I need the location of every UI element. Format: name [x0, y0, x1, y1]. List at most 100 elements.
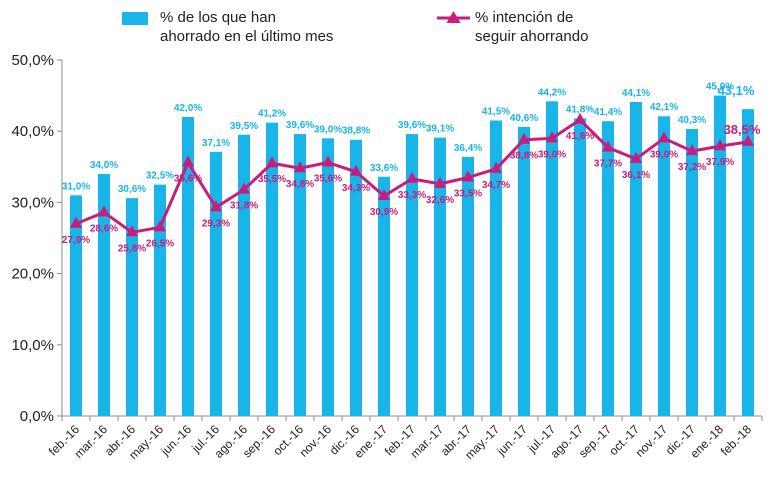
line-point: [266, 156, 278, 168]
bar-data-label: 39,1%: [426, 124, 454, 135]
line-point: [238, 182, 250, 194]
y-tick-label: 50,0%: [11, 52, 54, 69]
bar: [378, 176, 390, 416]
bars: [70, 95, 754, 417]
line-data-label: 37,7%: [594, 159, 622, 170]
y-tick-label: 20,0%: [11, 266, 54, 283]
line-point: [210, 200, 222, 212]
line-data-label: 34,3%: [342, 183, 370, 194]
bar-data-label: 32,5%: [146, 171, 174, 182]
line-data-label: 31,8%: [230, 201, 258, 212]
line-layer: [70, 112, 754, 237]
line-data-label: 27,0%: [62, 235, 90, 246]
bar: [686, 129, 698, 416]
bar: [266, 122, 278, 416]
bar: [546, 101, 558, 417]
bar: [630, 102, 642, 417]
line-data-label: 26,5%: [146, 238, 174, 249]
line-point: [714, 139, 726, 151]
line-point: [462, 170, 474, 182]
bar-data-label: 41,4%: [594, 107, 622, 118]
bar: [182, 116, 194, 417]
bar: [602, 121, 614, 417]
x-tick-label: nov.-16: [297, 422, 335, 460]
bar-data-label: 39,6%: [286, 120, 314, 131]
bar: [350, 139, 362, 416]
line-point: [322, 155, 334, 167]
bar-data-label: 40,6%: [510, 113, 538, 124]
x-tick-label: jun.-17: [494, 422, 531, 459]
y-tick-label: 40,0%: [11, 123, 54, 140]
legend-bar-swatch: [122, 12, 148, 25]
bar-data-label: 42,1%: [650, 102, 678, 113]
line-point: [490, 161, 502, 173]
bar: [294, 134, 306, 416]
x-tick-label: feb.-18: [718, 422, 755, 459]
line-point: [98, 205, 110, 217]
x-ticks: feb.-16mar.-16abr.-16may.-16jun.-16jul.-…: [46, 422, 755, 462]
line-point: [518, 132, 530, 144]
bar: [126, 198, 138, 416]
line-data-label: 32,6%: [426, 195, 454, 206]
bar: [490, 120, 502, 417]
bar: [434, 137, 446, 416]
bar-data-label: 40,3%: [678, 115, 706, 126]
line-point: [630, 151, 642, 163]
line-data-label: 33,5%: [454, 188, 482, 199]
bar: [70, 195, 82, 416]
line-point: [182, 155, 194, 167]
line-data-label: 33,3%: [398, 190, 426, 201]
bar-data-label: 44,2%: [538, 87, 566, 98]
bar: [322, 138, 334, 416]
bar: [210, 151, 222, 416]
bar: [462, 156, 474, 416]
y-tick-label: 30,0%: [11, 194, 54, 211]
line-data-label: 41,6%: [566, 131, 594, 142]
line-data-label: 28,6%: [90, 223, 118, 234]
x-tick-label: nov.-17: [633, 422, 671, 460]
line-data-label: 39,0%: [650, 149, 678, 160]
bar: [154, 184, 166, 416]
line-labels: 27,0%28,6%25,8% 26,5% 35,6% 29,3%31,8% 35,5%…: [62, 122, 761, 254]
bar: [714, 95, 726, 416]
bar-data-label: 41,2%: [258, 109, 286, 120]
bar: [658, 116, 670, 417]
bar-data-label: 44,1%: [622, 88, 650, 99]
bar-data-label: 39,5%: [230, 121, 258, 132]
line-point: [546, 131, 558, 143]
line-point: [658, 131, 670, 143]
line-data-label: 35,6%: [314, 174, 342, 185]
bar-data-label: 45,0%: [706, 82, 734, 93]
bar: [238, 134, 250, 416]
line-data-label: 35,5%: [258, 174, 286, 185]
bar: [742, 109, 754, 417]
legend-line-label-line1: % intención de: [475, 9, 573, 26]
line-point: [434, 176, 446, 188]
legend-bar-label-line1: % de los que han: [160, 9, 276, 26]
bar-data-label: 37,1%: [202, 138, 230, 149]
line-data-label: 34,7%: [482, 180, 510, 191]
bar-data-label: 42,0%: [174, 103, 202, 114]
line-data-label: 30,9%: [370, 207, 398, 218]
bar: [98, 173, 110, 416]
bar-data-label: 31,0%: [62, 181, 90, 192]
line-data-label: 37,9%: [706, 157, 734, 168]
bar-data-label: 30,6%: [118, 184, 146, 195]
axes: 0,0% 10,0% 20,0% 30,0% 40,0% 50,0%: [11, 52, 763, 425]
line-point: [350, 164, 362, 176]
bar-data-label: 36,4%: [454, 143, 482, 154]
legend-line-marker: [446, 11, 461, 23]
line-point: [742, 134, 754, 146]
line-data-label: 29,3%: [202, 218, 230, 229]
legend: % de los que han ahorrado en el último m…: [122, 9, 588, 45]
bar-data-label: 43,1%: [718, 83, 755, 98]
line-point: [406, 171, 418, 183]
bar: [518, 126, 530, 416]
line-point: [686, 144, 698, 156]
legend-bar-label-line2: ahorrado en el último mes: [160, 28, 333, 45]
line-point: [126, 225, 138, 237]
line-point: [378, 188, 390, 200]
line-data-label: 39,0%: [538, 149, 566, 160]
bar-data-label: 39,0%: [314, 124, 342, 135]
